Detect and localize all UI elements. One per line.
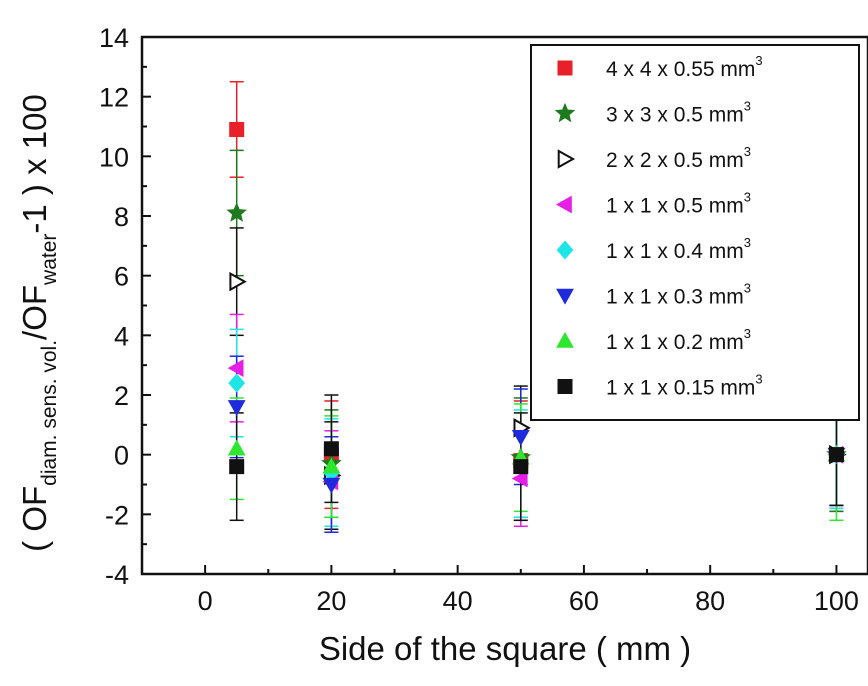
y-axis-title-close: -1 ) x 100	[16, 94, 53, 233]
legend-marker	[556, 288, 574, 305]
y-axis-title-mid: /OF	[16, 285, 53, 340]
data-point	[229, 121, 245, 137]
data-point	[828, 447, 844, 463]
legend-label: 1 x 1 x 0.2 mm3	[606, 326, 751, 354]
legend-marker	[556, 240, 574, 260]
data-point	[322, 457, 341, 474]
y-tick-label: 2	[114, 381, 129, 411]
legend-label-superscript: 3	[744, 326, 751, 341]
x-tick-label: 80	[695, 586, 725, 616]
legend-marker	[557, 60, 573, 76]
legend-label: 1 x 1 x 0.4 mm3	[606, 235, 751, 263]
y-tick-label: 8	[114, 202, 129, 232]
legend-label-superscript: 3	[744, 99, 751, 114]
data-point	[227, 400, 246, 417]
x-tick-label: 0	[198, 586, 213, 616]
y-tick-label: -4	[105, 560, 129, 590]
legend-label-superscript: 3	[744, 144, 751, 159]
axis-ticks: -4 -2 0 2 4 6 8 10 12 14 0 20 40 60 80 100	[99, 23, 859, 616]
legend-marker	[556, 331, 574, 348]
legend-label: 1 x 1 x 0.5 mm3	[606, 190, 751, 218]
y-tick-label: 4	[114, 321, 129, 351]
legend-label-superscript: 3	[755, 372, 762, 387]
y-tick-label: -2	[105, 500, 129, 530]
y-axis-title-sub2: water	[38, 234, 61, 286]
y-axis-title-sub1: diam. sens. vol.	[38, 340, 61, 486]
legend-label-superscript: 3	[744, 281, 751, 296]
data-point	[511, 429, 530, 446]
legend-label: 3 x 3 x 0.5 mm3	[606, 99, 751, 127]
y-tick-label: 6	[114, 262, 129, 292]
legend-marker	[557, 379, 573, 394]
data-point	[229, 459, 245, 475]
x-tick-label: 60	[569, 586, 599, 616]
y-axis-title-open: ( OF	[16, 486, 53, 552]
x-tick-label: 40	[443, 586, 473, 616]
data-point	[323, 441, 339, 457]
legend-label: 2 x 2 x 0.5 mm3	[606, 144, 751, 172]
y-tick-label: 0	[114, 441, 129, 471]
y-tick-label: 12	[99, 83, 129, 113]
data-point	[227, 439, 246, 456]
data-point	[226, 202, 247, 222]
y-tick-label: 14	[99, 23, 129, 53]
legend-label: 4 x 4 x 0.55 mm3	[606, 53, 763, 81]
legend: 4 x 4 x 0.55 mm3 3 x 3 x 0.5 mm3 2 x 2 x 0…	[554, 53, 763, 400]
x-tick-label: 20	[316, 586, 346, 616]
legend-marker	[554, 102, 576, 123]
legend-label-superscript: 3	[755, 53, 762, 68]
data-point	[322, 477, 341, 494]
data-point	[229, 271, 247, 292]
data-point	[227, 359, 244, 378]
data-point	[228, 373, 246, 393]
data-point	[511, 469, 528, 488]
legend-label: 1 x 1 x 0.15 mm3	[606, 372, 763, 400]
legend-label-superscript: 3	[744, 190, 751, 205]
data-point	[513, 459, 529, 475]
legend-label: 1 x 1 x 0.3 mm3	[606, 281, 751, 309]
legend-marker	[555, 195, 572, 214]
legend-label-superscript: 3	[744, 235, 751, 250]
legend-marker	[557, 149, 576, 169]
data-points	[226, 121, 847, 494]
x-axis-title: Side of the square ( mm )	[319, 630, 691, 667]
y-axis-title: ( OFdiam. sens. vol./OFwater-1 ) x 100	[16, 94, 61, 552]
x-tick-label: 100	[814, 586, 859, 616]
legend-box	[530, 44, 860, 421]
y-tick-label: 10	[99, 142, 129, 172]
